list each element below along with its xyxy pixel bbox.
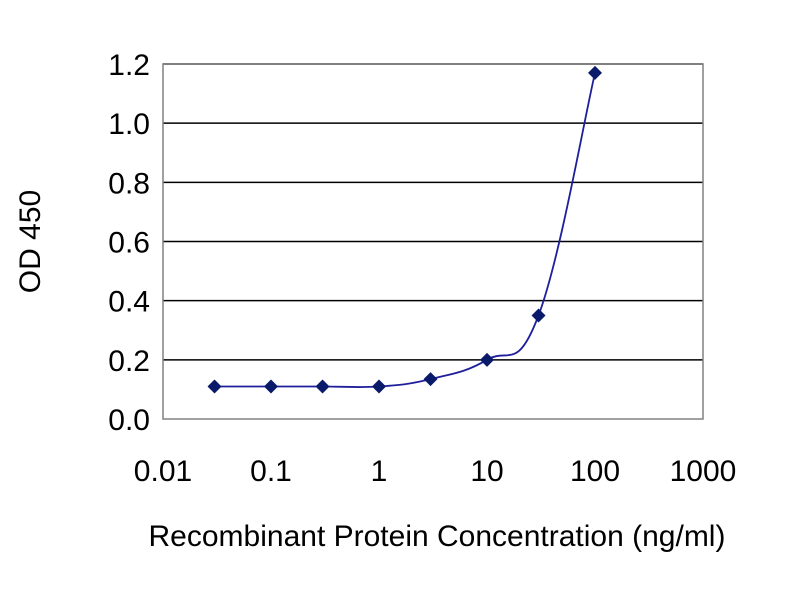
data-point-marker xyxy=(315,379,330,394)
x-axis-label: Recombinant Protein Concentration (ng/ml… xyxy=(149,520,726,553)
data-point-marker xyxy=(372,379,386,394)
y-tick-label: 0.2 xyxy=(108,345,150,378)
plot-border xyxy=(162,63,704,420)
y-tick-label: 1.0 xyxy=(108,108,150,141)
y-axis-label: OD 450 xyxy=(14,190,47,293)
data-point-marker xyxy=(207,379,222,394)
y-tick-label: 0.8 xyxy=(108,167,150,200)
y-tick-label: 1.2 xyxy=(108,49,150,82)
data-point-marker xyxy=(531,308,546,323)
data-point-marker xyxy=(264,379,278,394)
plot-frame xyxy=(162,63,704,420)
x-axis-ticks: 0.01 0.1 1 10 100 1000 xyxy=(134,455,737,488)
x-tick-label: 0.01 xyxy=(134,455,192,488)
data-point-marker xyxy=(480,352,494,367)
data-point-marker xyxy=(423,372,438,387)
x-tick-label: 10 xyxy=(470,455,503,488)
series-layer xyxy=(207,65,602,394)
x-tick-label: 1000 xyxy=(670,455,737,488)
y-axis-ticks: 0.0 0.2 0.4 0.6 0.8 1.0 1.2 xyxy=(108,49,150,437)
x-tick-label: 0.1 xyxy=(250,455,292,488)
data-point-marker xyxy=(588,65,602,80)
x-tick-label: 100 xyxy=(570,455,620,488)
y-tick-label: 0.6 xyxy=(108,227,150,260)
x-tick-label: 1 xyxy=(371,455,388,488)
y-tick-label: 0.0 xyxy=(108,404,150,437)
y-tick-label: 0.4 xyxy=(108,286,150,319)
